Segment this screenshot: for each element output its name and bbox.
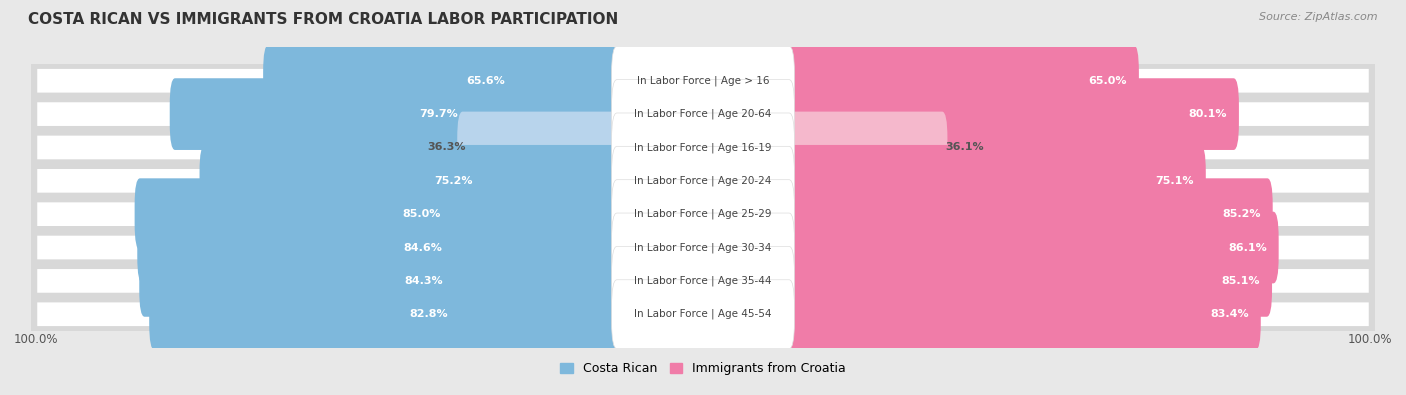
- Text: In Labor Force | Age 20-24: In Labor Force | Age 20-24: [634, 175, 772, 186]
- Legend: Costa Rican, Immigrants from Croatia: Costa Rican, Immigrants from Croatia: [555, 357, 851, 380]
- FancyBboxPatch shape: [31, 231, 1375, 264]
- FancyBboxPatch shape: [37, 169, 1369, 193]
- FancyBboxPatch shape: [612, 113, 794, 182]
- FancyBboxPatch shape: [37, 135, 1369, 159]
- FancyBboxPatch shape: [31, 297, 1375, 331]
- Text: 100.0%: 100.0%: [14, 333, 59, 346]
- Text: In Labor Force | Age 16-19: In Labor Force | Age 16-19: [634, 142, 772, 153]
- FancyBboxPatch shape: [37, 269, 1369, 293]
- FancyBboxPatch shape: [170, 78, 709, 150]
- FancyBboxPatch shape: [31, 198, 1375, 231]
- Text: 100.0%: 100.0%: [1347, 333, 1392, 346]
- Text: In Labor Force | Age 30-34: In Labor Force | Age 30-34: [634, 242, 772, 253]
- FancyBboxPatch shape: [31, 64, 1375, 98]
- Text: 85.0%: 85.0%: [402, 209, 440, 219]
- Text: COSTA RICAN VS IMMIGRANTS FROM CROATIA LABOR PARTICIPATION: COSTA RICAN VS IMMIGRANTS FROM CROATIA L…: [28, 12, 619, 27]
- FancyBboxPatch shape: [37, 69, 1369, 92]
- Text: 82.8%: 82.8%: [409, 309, 449, 319]
- FancyBboxPatch shape: [612, 180, 794, 249]
- FancyBboxPatch shape: [697, 178, 1272, 250]
- FancyBboxPatch shape: [31, 164, 1375, 198]
- Text: 84.6%: 84.6%: [404, 243, 443, 252]
- FancyBboxPatch shape: [612, 280, 794, 349]
- FancyBboxPatch shape: [457, 112, 709, 183]
- Text: In Labor Force | Age 45-54: In Labor Force | Age 45-54: [634, 309, 772, 320]
- FancyBboxPatch shape: [612, 246, 794, 315]
- FancyBboxPatch shape: [697, 145, 1206, 217]
- Text: Source: ZipAtlas.com: Source: ZipAtlas.com: [1260, 12, 1378, 22]
- Text: 36.1%: 36.1%: [945, 143, 984, 152]
- Text: 36.3%: 36.3%: [427, 143, 465, 152]
- Text: 80.1%: 80.1%: [1188, 109, 1227, 119]
- FancyBboxPatch shape: [149, 278, 709, 350]
- Text: 65.0%: 65.0%: [1088, 76, 1128, 86]
- FancyBboxPatch shape: [139, 245, 709, 317]
- FancyBboxPatch shape: [697, 112, 948, 183]
- Text: 65.6%: 65.6%: [467, 76, 505, 86]
- FancyBboxPatch shape: [612, 80, 794, 149]
- Text: 85.2%: 85.2%: [1222, 209, 1261, 219]
- FancyBboxPatch shape: [31, 264, 1375, 297]
- FancyBboxPatch shape: [37, 102, 1369, 126]
- FancyBboxPatch shape: [37, 202, 1369, 226]
- FancyBboxPatch shape: [697, 212, 1278, 283]
- Text: 83.4%: 83.4%: [1211, 309, 1249, 319]
- FancyBboxPatch shape: [138, 212, 709, 283]
- FancyBboxPatch shape: [37, 236, 1369, 260]
- Text: In Labor Force | Age 20-64: In Labor Force | Age 20-64: [634, 109, 772, 119]
- FancyBboxPatch shape: [697, 45, 1139, 117]
- Text: 75.2%: 75.2%: [434, 176, 474, 186]
- Text: In Labor Force | Age 25-29: In Labor Force | Age 25-29: [634, 209, 772, 220]
- Text: 85.1%: 85.1%: [1222, 276, 1260, 286]
- FancyBboxPatch shape: [612, 146, 794, 215]
- FancyBboxPatch shape: [31, 98, 1375, 131]
- FancyBboxPatch shape: [263, 45, 709, 117]
- Text: In Labor Force | Age 35-44: In Labor Force | Age 35-44: [634, 276, 772, 286]
- FancyBboxPatch shape: [697, 78, 1239, 150]
- Text: 86.1%: 86.1%: [1227, 243, 1267, 252]
- Text: 79.7%: 79.7%: [419, 109, 458, 119]
- Text: 84.3%: 84.3%: [405, 276, 443, 286]
- FancyBboxPatch shape: [135, 178, 709, 250]
- FancyBboxPatch shape: [200, 145, 709, 217]
- FancyBboxPatch shape: [697, 245, 1272, 317]
- Text: In Labor Force | Age > 16: In Labor Force | Age > 16: [637, 75, 769, 86]
- FancyBboxPatch shape: [697, 278, 1261, 350]
- FancyBboxPatch shape: [37, 303, 1369, 326]
- FancyBboxPatch shape: [31, 131, 1375, 164]
- FancyBboxPatch shape: [612, 46, 794, 115]
- FancyBboxPatch shape: [612, 213, 794, 282]
- Text: 75.1%: 75.1%: [1156, 176, 1194, 186]
